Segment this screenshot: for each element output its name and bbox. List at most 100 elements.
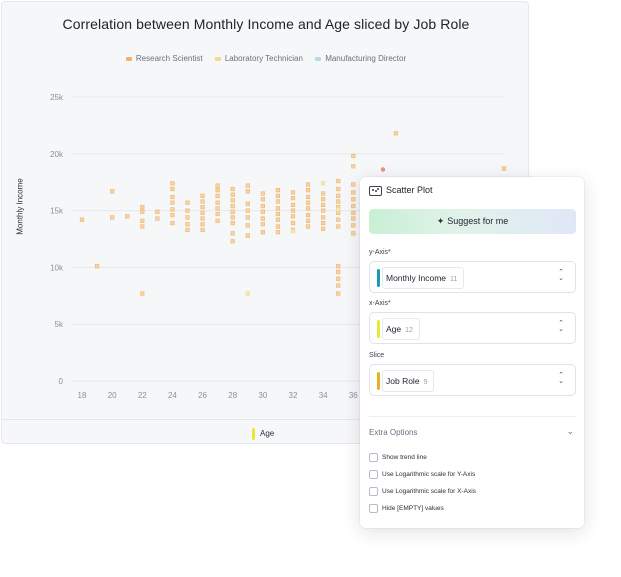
checkbox-box[interactable] <box>369 452 378 462</box>
data-point[interactable] <box>140 291 145 296</box>
data-point[interactable] <box>336 224 341 229</box>
data-point[interactable] <box>245 201 250 206</box>
data-point[interactable] <box>305 194 311 200</box>
data-point[interactable] <box>260 197 265 202</box>
data-point[interactable] <box>290 202 296 208</box>
data-point[interactable] <box>245 183 250 188</box>
data-point[interactable] <box>110 189 115 194</box>
data-point[interactable] <box>260 191 265 196</box>
data-point[interactable] <box>275 224 281 229</box>
data-point[interactable] <box>290 196 296 201</box>
data-point[interactable] <box>275 193 281 198</box>
data-point[interactable] <box>336 291 341 296</box>
x-axis-select[interactable]: Age 12 ⌃ ⌄ <box>369 312 576 344</box>
data-point[interactable] <box>245 215 250 220</box>
checkbox-box[interactable] <box>369 469 378 479</box>
data-point[interactable] <box>230 239 235 244</box>
data-point[interactable] <box>275 206 281 211</box>
data-point[interactable] <box>336 283 341 288</box>
data-point[interactable] <box>170 194 175 200</box>
data-point[interactable] <box>275 211 281 217</box>
data-point[interactable] <box>185 215 190 220</box>
data-point[interactable] <box>336 276 341 281</box>
slice-select[interactable]: Job Role 9 ⌃ ⌄ <box>369 364 576 396</box>
y-axis-select[interactable]: Monthly Income 11 ⌃ ⌄ <box>369 261 576 293</box>
data-point[interactable] <box>290 208 296 213</box>
data-point[interactable] <box>230 203 235 209</box>
data-point[interactable] <box>351 216 356 221</box>
data-point[interactable] <box>321 197 326 202</box>
data-point[interactable] <box>200 199 205 204</box>
data-point[interactable] <box>275 199 281 204</box>
data-point[interactable] <box>336 193 341 198</box>
data-point[interactable] <box>245 189 250 194</box>
data-point[interactable] <box>501 166 507 171</box>
data-point[interactable] <box>351 197 356 202</box>
data-point[interactable] <box>305 182 311 187</box>
data-point[interactable] <box>155 209 160 214</box>
data-point[interactable] <box>200 205 205 210</box>
data-point[interactable] <box>275 230 281 235</box>
data-point[interactable] <box>140 209 145 214</box>
data-point[interactable] <box>230 192 235 197</box>
data-point[interactable] <box>305 224 311 229</box>
data-point[interactable] <box>336 210 341 215</box>
checkbox-box[interactable] <box>369 503 378 513</box>
data-point[interactable] <box>351 182 356 187</box>
data-point[interactable] <box>305 200 311 205</box>
legend-item-research-scientist[interactable]: Research Scientist <box>125 54 203 63</box>
data-point[interactable] <box>336 186 341 192</box>
data-point[interactable] <box>321 181 326 186</box>
data-point[interactable] <box>260 230 265 235</box>
data-point[interactable] <box>185 227 190 233</box>
data-point[interactable] <box>336 178 341 184</box>
data-point[interactable] <box>321 215 326 220</box>
data-point[interactable] <box>245 233 250 238</box>
data-point[interactable] <box>260 222 265 227</box>
data-point[interactable] <box>336 217 341 222</box>
extra-options-toggle[interactable]: Extra Options ⌄ <box>369 426 576 440</box>
data-point[interactable] <box>351 153 356 159</box>
data-point[interactable] <box>140 224 145 229</box>
data-point[interactable] <box>260 203 265 209</box>
data-point[interactable] <box>245 291 250 296</box>
data-point[interactable] <box>200 193 205 198</box>
legend-item-laboratory-technician[interactable]: Laboratory Technician <box>214 54 303 63</box>
data-point[interactable] <box>336 269 341 275</box>
data-point[interactable] <box>215 188 220 193</box>
data-point[interactable] <box>215 206 220 211</box>
data-point[interactable] <box>351 164 356 169</box>
checkbox-box[interactable] <box>369 486 378 496</box>
data-point[interactable] <box>170 220 175 226</box>
data-point[interactable] <box>170 181 175 186</box>
data-point[interactable] <box>305 188 311 193</box>
x-axis-label[interactable]: Age <box>252 427 274 441</box>
data-point[interactable] <box>290 228 296 234</box>
data-point[interactable] <box>290 190 296 195</box>
data-point[interactable] <box>230 220 235 226</box>
data-point[interactable] <box>170 200 175 205</box>
data-point[interactable] <box>393 131 398 136</box>
data-point[interactable] <box>170 186 175 192</box>
data-point[interactable] <box>79 217 85 222</box>
data-point[interactable] <box>215 218 220 223</box>
data-point[interactable] <box>140 205 145 210</box>
data-point[interactable] <box>125 214 130 219</box>
data-point[interactable] <box>215 200 220 205</box>
data-point[interactable] <box>321 220 326 226</box>
data-point[interactable] <box>321 191 326 196</box>
data-point[interactable] <box>230 209 235 214</box>
data-point[interactable] <box>305 206 311 211</box>
data-point[interactable] <box>245 223 250 228</box>
data-point[interactable] <box>170 213 175 218</box>
data-point[interactable] <box>170 207 175 212</box>
data-point[interactable] <box>336 264 341 269</box>
data-point[interactable] <box>305 213 311 218</box>
data-point[interactable] <box>110 215 115 220</box>
data-point[interactable] <box>200 222 205 227</box>
data-point[interactable] <box>275 217 281 222</box>
data-point-highlighted[interactable] <box>380 167 386 172</box>
data-point[interactable] <box>321 208 326 213</box>
suggest-for-me-button[interactable]: ✦ Suggest for me <box>369 209 576 234</box>
checkbox-log-x[interactable]: Use Logarithmic scale for X-Axis <box>369 486 476 498</box>
